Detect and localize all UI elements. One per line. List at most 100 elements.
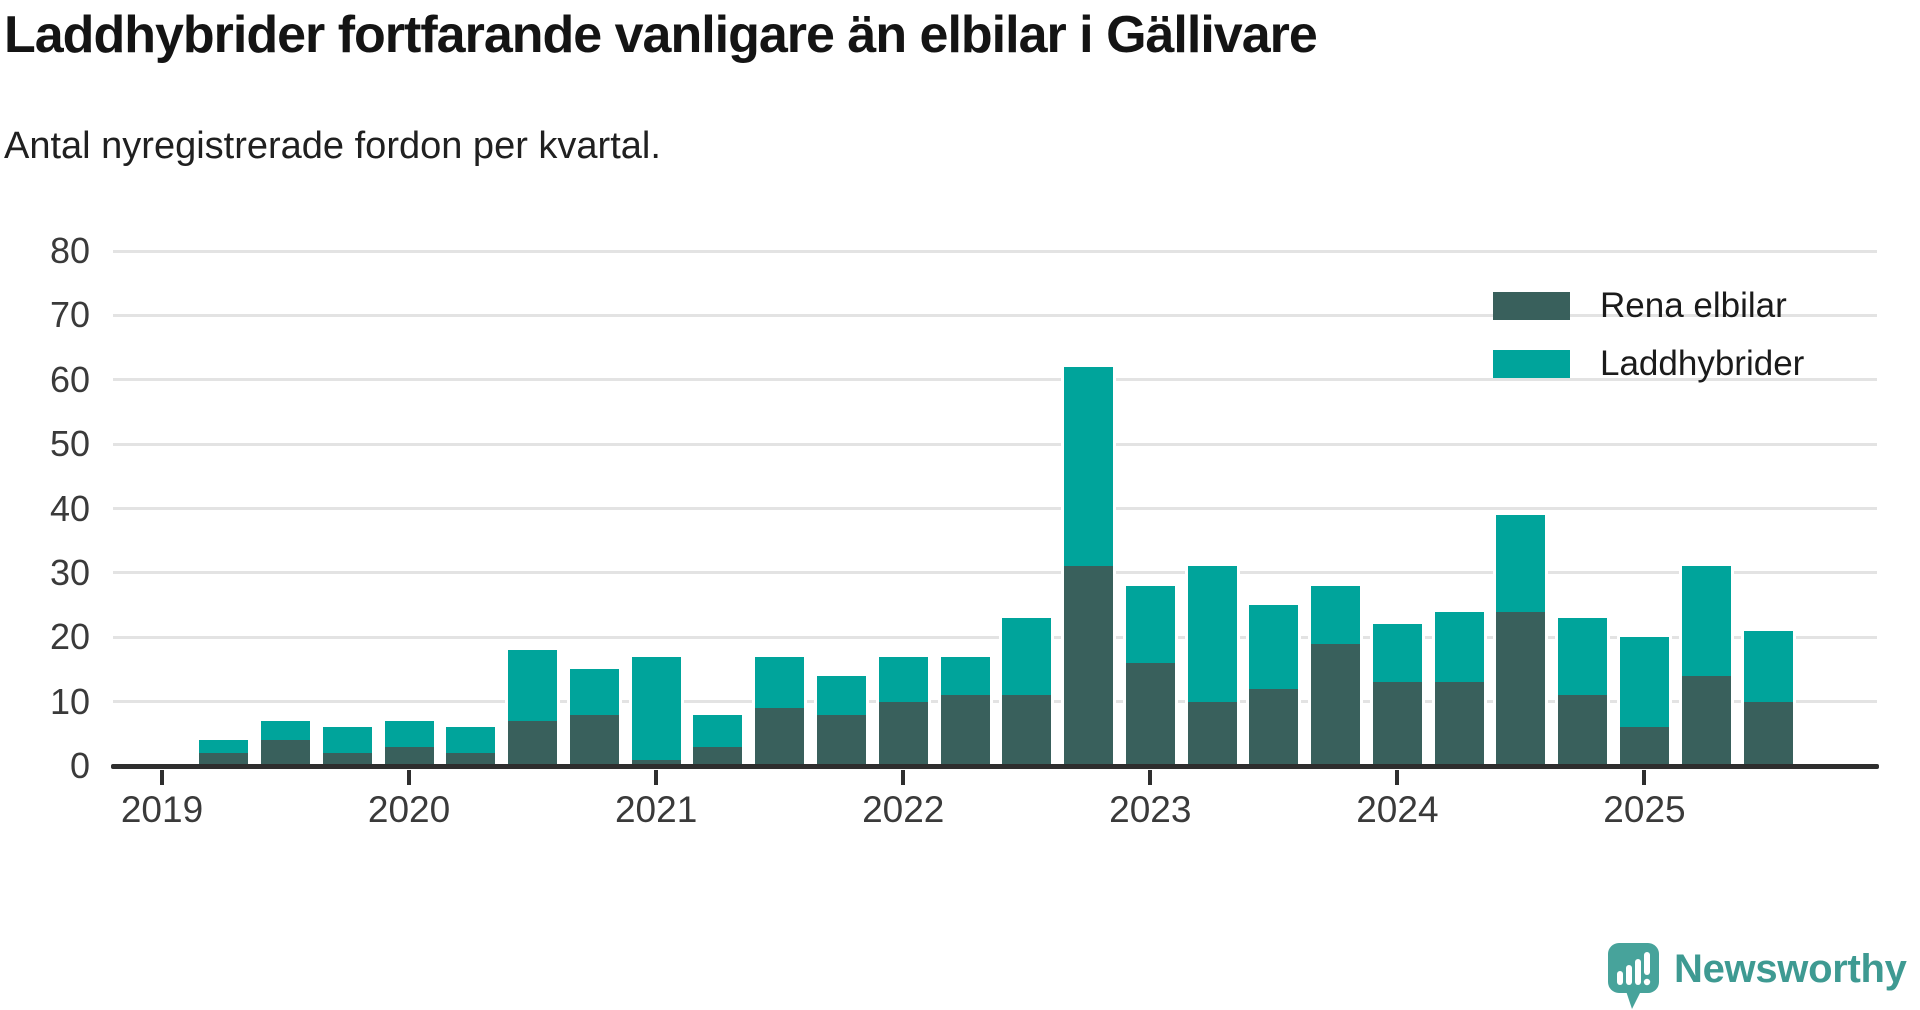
bar-segment-laddhybrider: [446, 727, 496, 754]
bar-segment-laddhybrider: [1434, 611, 1484, 683]
x-tick-label-2021: 2021: [614, 789, 698, 830]
bar-segment-laddhybrider: [878, 656, 928, 702]
bar-2019-q2: [199, 740, 249, 766]
bar-segment-rena-elbilar: [1002, 695, 1052, 766]
bar-2019-q4: [322, 727, 372, 766]
x-tick-2020: [407, 770, 412, 785]
bar-2021-q4: [816, 675, 866, 766]
bar-segment-laddhybrider: [322, 727, 372, 754]
y-tick-label-80: 80: [49, 230, 90, 271]
bar-segment-rena-elbilar: [816, 714, 866, 766]
brand-name: Newsworthy: [1674, 947, 1907, 991]
bar-2020-q2: [446, 727, 496, 766]
bar-segment-rena-elbilar: [261, 740, 311, 766]
y-tick-label-50: 50: [49, 423, 90, 465]
bar-segment-rena-elbilar: [1434, 682, 1484, 766]
legend-swatch-rena-elbilar: [1493, 292, 1570, 320]
bar-segment-rena-elbilar: [1064, 566, 1114, 766]
bar-2024-q2: [1434, 611, 1484, 766]
bar-2025-q2: [1681, 566, 1731, 766]
bar-2023-q3: [1249, 605, 1299, 766]
chart-subtitle: Antal nyregistrerade fordon per kvartal.: [4, 125, 661, 167]
bar-segment-laddhybrider: [1002, 617, 1052, 696]
bar-2025-q1: [1619, 637, 1669, 766]
bar-segment-laddhybrider: [569, 669, 619, 715]
bar-segment-laddhybrider: [816, 675, 866, 715]
legend-label-laddhybrider: Laddhybrider: [1600, 344, 1805, 383]
newsworthy-brand[interactable]: Newsworthy: [1607, 942, 1907, 1010]
bar-segment-rena-elbilar: [940, 695, 990, 766]
x-tick-2023: [1148, 770, 1153, 785]
x-tick-2022: [901, 770, 906, 785]
bar-segment-laddhybrider: [755, 656, 805, 709]
bar-segment-laddhybrider: [508, 650, 558, 721]
legend-item-laddhybrider: Laddhybrider: [1493, 343, 1804, 385]
bar-segment-laddhybrider: [384, 720, 434, 747]
bar-2021-q2: [693, 714, 743, 766]
y-tick-label-60: 60: [49, 358, 90, 400]
bar-2020-q4: [569, 669, 619, 766]
chart-legend: Rena elbilar Laddhybrider: [1493, 285, 1804, 401]
grid-line-40: [113, 507, 1877, 510]
bar-segment-rena-elbilar: [1558, 695, 1608, 766]
bar-2021-q1: [631, 656, 681, 766]
bar-2022-q2: [940, 656, 990, 766]
bar-segment-rena-elbilar: [755, 708, 805, 766]
y-tick-label-70: 70: [49, 294, 90, 336]
y-tick-label-20: 20: [49, 616, 90, 658]
x-axis-line: [111, 764, 1879, 769]
bar-segment-laddhybrider: [1558, 617, 1608, 696]
bar-segment-rena-elbilar: [1125, 663, 1175, 766]
bar-2023-q1: [1125, 585, 1175, 766]
bar-segment-laddhybrider: [631, 656, 681, 760]
x-tick-label-2023: 2023: [1109, 789, 1192, 830]
y-tick-label-40: 40: [49, 487, 90, 529]
grid-line-60: [113, 378, 1877, 382]
bar-2022-q4: [1064, 366, 1114, 766]
legend-item-rena-elbilar: Rena elbilar: [1493, 285, 1804, 327]
bar-segment-rena-elbilar: [1619, 727, 1669, 766]
bar-2021-q3: [755, 656, 805, 766]
bar-segment-rena-elbilar: [1187, 701, 1237, 766]
bar-2024-q1: [1372, 624, 1422, 766]
bar-segment-rena-elbilar: [384, 746, 434, 766]
bar-segment-rena-elbilar: [1743, 701, 1793, 766]
bar-2020-q3: [508, 650, 558, 766]
bar-segment-rena-elbilar: [693, 746, 743, 766]
grid-line-50: [113, 442, 1877, 446]
bar-segment-rena-elbilar: [1496, 611, 1546, 766]
bar-segment-rena-elbilar: [322, 753, 372, 766]
y-tick-label-30: 30: [49, 551, 90, 593]
bar-segment-rena-elbilar: [508, 720, 558, 766]
bar-segment-rena-elbilar: [446, 753, 496, 766]
bar-2024-q4: [1558, 617, 1608, 766]
x-tick-2019: [160, 770, 164, 785]
bar-2025-q3: [1743, 630, 1793, 766]
bar-segment-laddhybrider: [1619, 637, 1669, 728]
newsworthy-logo-icon: [1608, 943, 1659, 1009]
legend-label-rena-elbilar: Rena elbilar: [1600, 286, 1787, 325]
bar-segment-laddhybrider: [693, 714, 743, 747]
bar-2020-q1: [384, 720, 434, 766]
y-tick-label-0: 0: [69, 745, 90, 786]
x-tick-2025: [1642, 770, 1647, 785]
bar-segment-laddhybrider: [1249, 605, 1299, 689]
bar-2019-q3: [261, 720, 311, 766]
chart-title: Laddhybrider fortfarande vanligare än el…: [4, 6, 1318, 64]
x-tick-label-2019: 2019: [120, 789, 204, 830]
grid-line-80: [113, 249, 1877, 253]
bar-segment-laddhybrider: [199, 740, 249, 754]
x-tick-label-2022: 2022: [862, 789, 945, 830]
x-tick-2021: [654, 770, 659, 785]
x-tick-label-2024: 2024: [1356, 789, 1439, 830]
x-tick-label-2020: 2020: [367, 789, 451, 830]
x-tick-2024: [1395, 770, 1400, 785]
bar-segment-rena-elbilar: [199, 753, 249, 766]
grid-line-20: [113, 635, 1877, 639]
bar-segment-laddhybrider: [1125, 585, 1175, 663]
bar-segment-laddhybrider: [1311, 585, 1361, 644]
bar-2023-q2: [1187, 566, 1237, 766]
bar-segment-rena-elbilar: [1372, 682, 1422, 766]
grid-line-10: [113, 700, 1877, 704]
